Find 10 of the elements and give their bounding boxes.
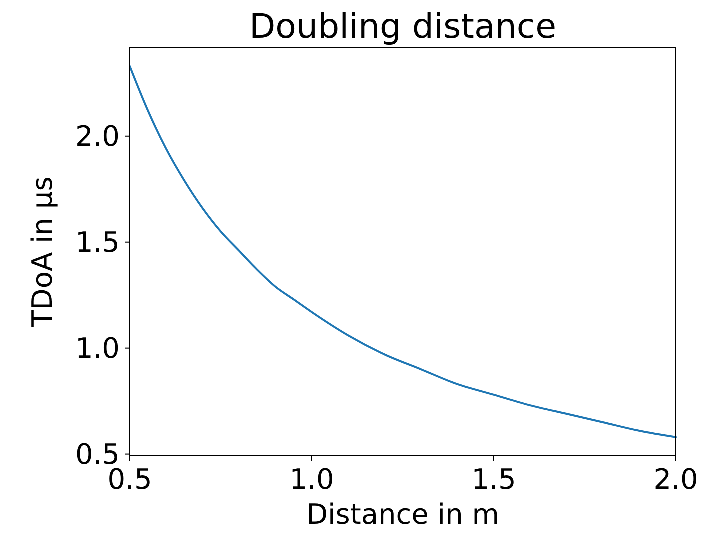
chart-title: Doubling distance (249, 7, 557, 47)
x-tick-label: 1.5 (472, 463, 516, 496)
y-tick-label: 2.0 (75, 120, 120, 154)
line-series (129, 65, 677, 438)
y-axis-title: TDoA in μs (26, 176, 59, 328)
x-tick-label: 2.0 (654, 463, 698, 496)
x-tick-label: 1.0 (290, 463, 334, 496)
y-tick-label: 1.0 (75, 332, 120, 366)
x-axis-title: Distance in m (306, 498, 500, 531)
y-tick-label: 1.5 (75, 226, 120, 260)
